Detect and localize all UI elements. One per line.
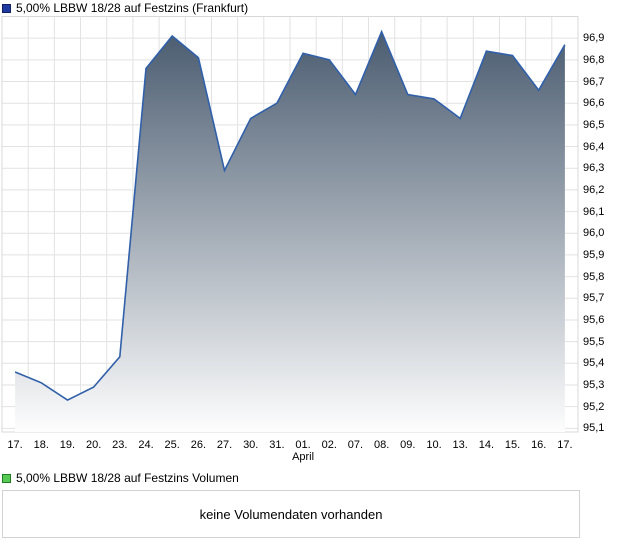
x-tick-label: 19.: [59, 439, 76, 451]
x-tick-label: 15.: [504, 439, 521, 451]
x-tick-label: 16.: [531, 439, 547, 451]
x-tick-label: 27.: [216, 439, 233, 451]
y-tick-label: 96,6: [583, 97, 605, 110]
y-tick-label: 95,3: [583, 378, 605, 391]
x-tick-label: 17.: [7, 439, 23, 451]
y-tick-label: 95,8: [583, 270, 605, 283]
y-tick-label: 96,5: [583, 118, 605, 131]
x-tick-label: 31.: [269, 439, 285, 451]
x-tick-label: 01.: [295, 439, 311, 451]
x-tick-label: 25.: [164, 439, 180, 451]
x-tick-label: 09.: [400, 439, 416, 451]
price-series-marker-icon: [2, 3, 11, 13]
y-tick-label: 95,9: [583, 248, 605, 261]
x-tick-label: 17.: [557, 439, 573, 451]
y-tick-label: 96,8: [583, 53, 605, 66]
volume-panel: keine Volumendaten vorhanden: [2, 490, 580, 538]
x-tick-label: 08.: [373, 439, 390, 451]
x-tick-label: 14.: [478, 439, 494, 451]
chart-title-legend: 5,00% LBBW 18/28 auf Festzins (Frankfurt…: [2, 2, 248, 14]
y-tick-label: 96,4: [583, 140, 605, 153]
x-tick-label: 20.: [85, 439, 102, 451]
x-tick-label: 10.: [426, 439, 442, 451]
price-area: [15, 31, 565, 432]
y-tick-label: 96,3: [583, 162, 605, 175]
x-tick-label: 07.: [347, 439, 364, 451]
y-tick-label: 95,1: [583, 422, 605, 435]
no-volume-message: keine Volumendaten vorhanden: [199, 506, 383, 522]
volume-series-marker-icon: [2, 473, 11, 483]
y-tick-label: 95,4: [583, 357, 605, 370]
x-tick-label: 13.: [452, 439, 468, 451]
y-tick-label: 95,6: [583, 313, 605, 326]
y-tick-label: 96,7: [583, 75, 605, 88]
price-line: [14, 29, 566, 402]
x-tick-label: 23.: [112, 439, 128, 451]
chart-title: 5,00% LBBW 18/28 auf Festzins (Frankfurt…: [16, 1, 249, 15]
y-tick-label: 96,9: [583, 32, 605, 45]
y-tick-label: 95,5: [583, 335, 605, 348]
x-tick-label: 18.: [33, 439, 49, 451]
y-tick-label: 96,0: [583, 227, 605, 240]
x-axis-month-label: April: [292, 451, 315, 463]
x-tick-label: 02.: [321, 439, 337, 451]
price-chart: [1, 16, 579, 433]
x-tick-label: 24.: [138, 439, 154, 451]
volume-legend: 5,00% LBBW 18/28 auf Festzins Volumen: [2, 472, 239, 484]
y-tick-label: 96,1: [583, 205, 605, 218]
y-tick-label: 95,7: [583, 292, 605, 305]
volume-legend-label: 5,00% LBBW 18/28 auf Festzins Volumen: [16, 471, 239, 485]
y-tick-label: 96,2: [583, 183, 605, 196]
y-tick-label: 95,2: [583, 400, 605, 413]
x-tick-label: 26.: [190, 439, 206, 451]
x-tick-label: 30.: [243, 439, 259, 451]
